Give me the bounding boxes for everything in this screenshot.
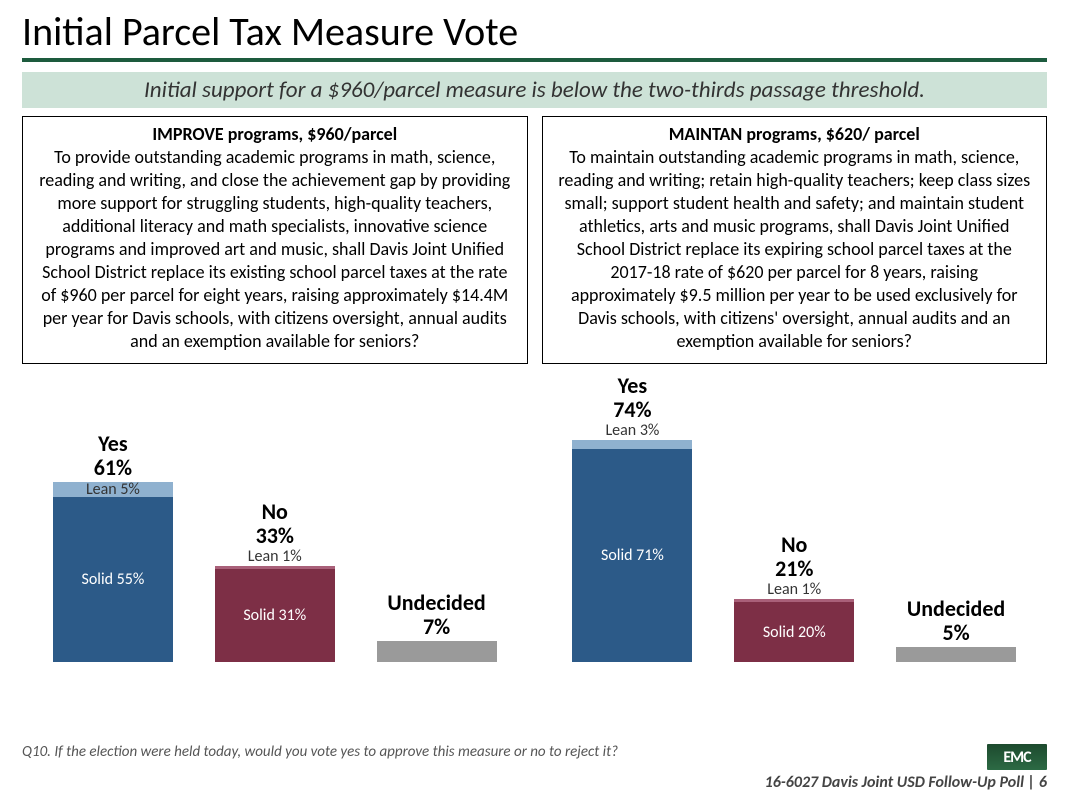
bar-segment: Solid 31% [215, 569, 335, 662]
bar-group-no: No21% Solid 20%Lean 1% [713, 372, 875, 662]
page-title: Initial Parcel Tax Measure Vote [22, 10, 1047, 54]
bar-segment: Lean 5% [53, 482, 173, 497]
bar-group-yes: Yes61%Solid 55%Lean 5% [32, 372, 194, 662]
bar-label: Undecided5% [907, 597, 1005, 645]
description-panels: IMPROVE programs, $960/parcel To provide… [22, 116, 1047, 364]
bar-stack: Solid 55%Lean 5% [53, 482, 173, 662]
slide-page: Initial Parcel Tax Measure Vote Initial … [0, 0, 1069, 798]
bar-group-undecided: Undecided7% [356, 372, 518, 662]
bar-segment: Lean 1% [215, 566, 335, 569]
bar-segment [377, 641, 497, 662]
chart-improve: Yes61%Solid 55%Lean 5%No33%Solid 31%Lean… [22, 372, 528, 662]
panel-maintain-body: To maintain outstanding academic program… [558, 146, 1030, 352]
bar-segment [896, 647, 1016, 662]
bar-stack [377, 641, 497, 662]
title-underline [22, 58, 1047, 62]
bar-stack: Solid 20%Lean 1% [734, 599, 854, 662]
panel-maintain: MAINTAN programs, $620/ parcel To mainta… [542, 116, 1048, 364]
bar-label: No33% [256, 500, 294, 548]
bar-stack [896, 647, 1016, 662]
chart-maintain: Yes74%Solid 71%Lean 3%No21%Solid 20%Lean… [542, 372, 1048, 662]
bar-segment: Solid 55% [53, 497, 173, 662]
subtitle-band: Initial support for a $960/parcel measur… [22, 72, 1047, 108]
bar-segment: Solid 20% [734, 602, 854, 662]
footer-attribution: 16-6027 Davis Joint USD Follow-Up Poll |… [765, 773, 1047, 792]
bar-label: Undecided7% [387, 591, 485, 639]
bar-segment: Lean 3% [572, 440, 692, 449]
panel-improve: IMPROVE programs, $960/parcel To provide… [22, 116, 528, 364]
bar-segment: Solid 71% [572, 449, 692, 662]
bar-group-no: No33% Solid 31%Lean 1% [194, 372, 356, 662]
bar-group-undecided: Undecided5% [875, 372, 1037, 662]
bar-stack: Solid 71%Lean 3% [572, 440, 692, 662]
charts-row: Yes61%Solid 55%Lean 5%No33%Solid 31%Lean… [22, 372, 1047, 662]
bar-label: No21% [775, 533, 813, 581]
panel-maintain-heading: MAINTAN programs, $620/ parcel [669, 123, 920, 145]
bar-segment: Lean 1% [734, 599, 854, 602]
panel-improve-heading: IMPROVE programs, $960/parcel [152, 123, 397, 145]
footer: Q10. If the election were held today, wo… [22, 744, 1047, 792]
emc-logo: EMC [987, 744, 1047, 770]
bar-label: Yes61% [94, 432, 132, 480]
bar-group-yes: Yes74% Solid 71%Lean 3% [552, 372, 714, 662]
panel-improve-body: To provide outstanding academic programs… [39, 146, 510, 352]
bar-stack: Solid 31%Lean 1% [215, 566, 335, 662]
question-text: Q10. If the election were held today, wo… [22, 744, 662, 761]
bar-label: Yes74% [613, 374, 651, 422]
